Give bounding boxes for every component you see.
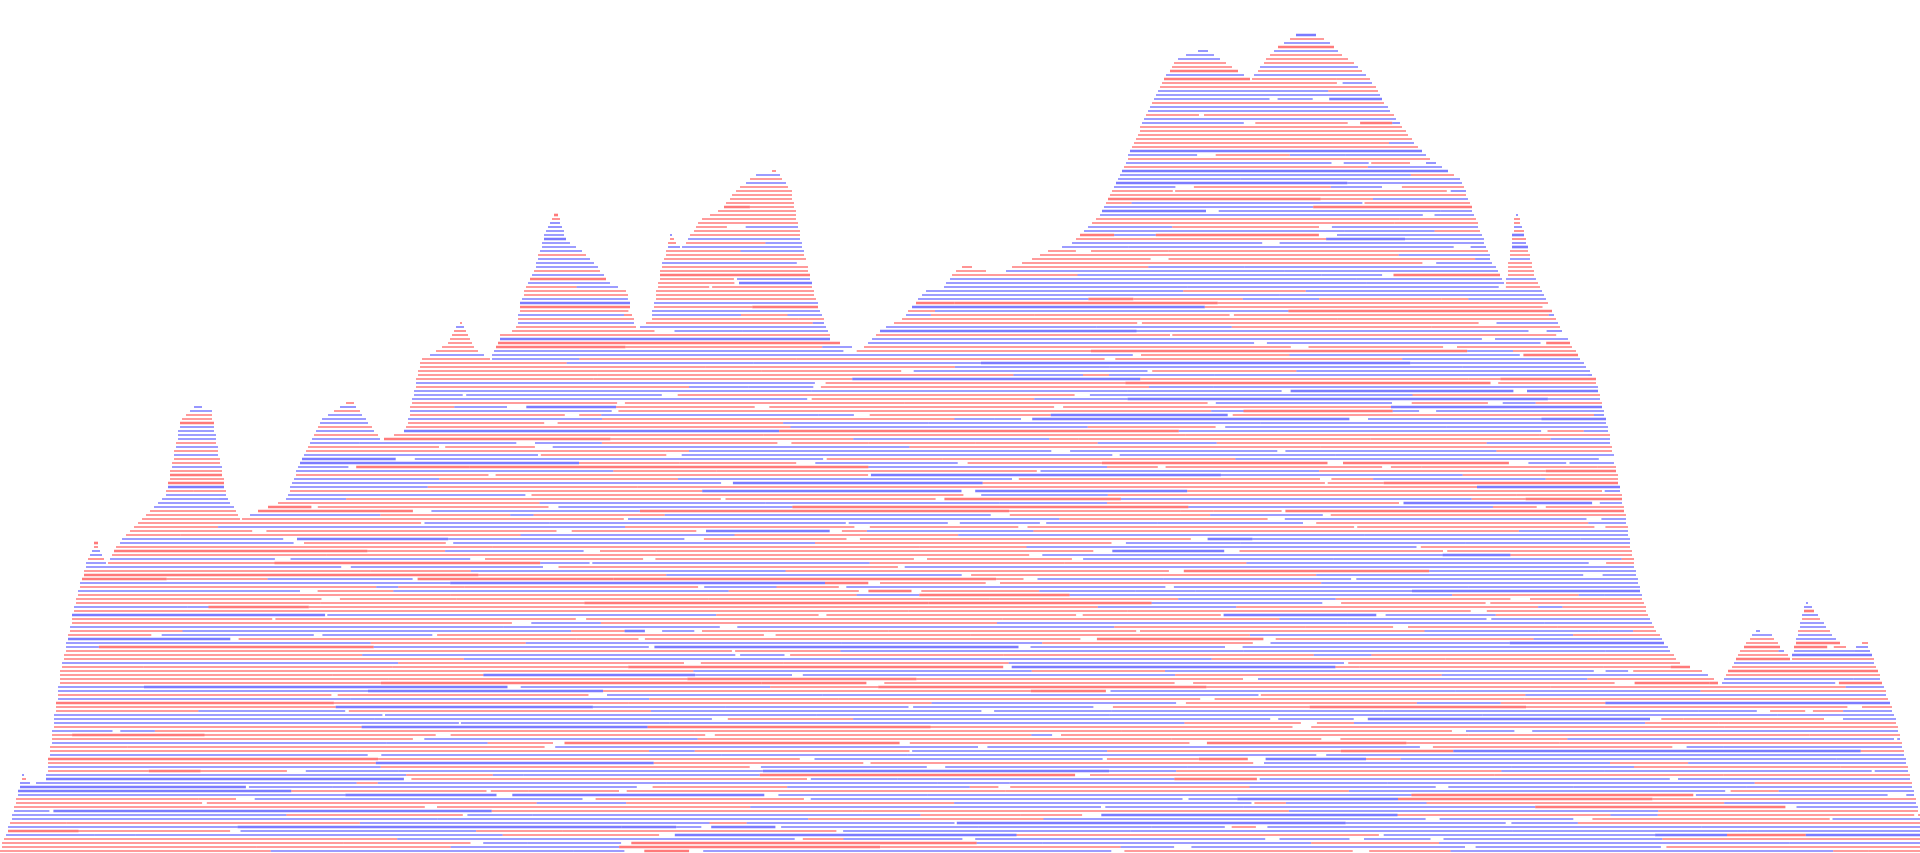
- mountain-line-art: [0, 33, 1920, 853]
